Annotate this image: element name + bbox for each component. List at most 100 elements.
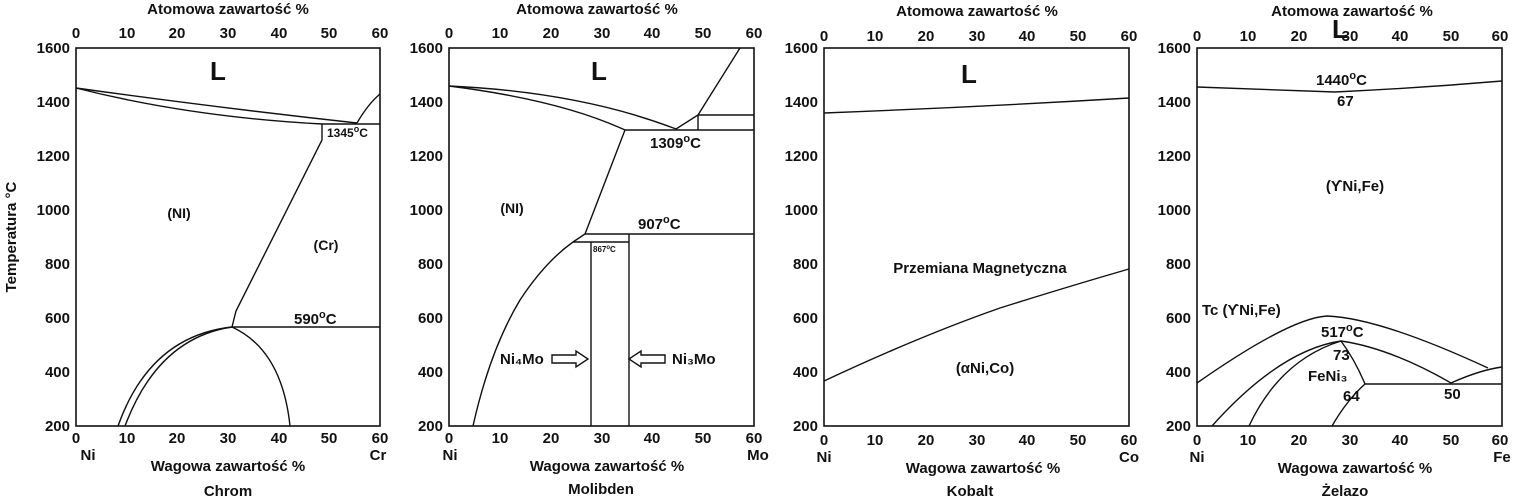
left-tick-label: 1400 bbox=[37, 94, 70, 111]
top-tick-label: 40 bbox=[1392, 28, 1409, 45]
left-tick-label: 800 bbox=[45, 256, 70, 273]
top-tick-label: 10 bbox=[1240, 28, 1257, 45]
bottom-tick-label: 10 bbox=[492, 430, 509, 447]
bottom-axis-title: Wagowa zawartość % bbox=[906, 460, 1060, 477]
composition-label: 64 bbox=[1343, 388, 1360, 405]
bottom-tick-label: 40 bbox=[1019, 432, 1036, 449]
top-axis-title: Atomowa zawartość % bbox=[896, 3, 1058, 20]
liquidus-line bbox=[75, 87, 358, 124]
left-tick-label: 1200 bbox=[1158, 148, 1191, 165]
bottom-tick-label: 20 bbox=[169, 430, 186, 447]
phase-label: FeNi₃ bbox=[1308, 368, 1348, 385]
panel-frame bbox=[75, 47, 381, 427]
bottom-tick-label: 30 bbox=[594, 430, 611, 447]
liquidus-line bbox=[823, 97, 1130, 114]
top-tick-label: 10 bbox=[119, 25, 136, 42]
y-axis-title: Temperatura °C bbox=[3, 181, 20, 292]
right-element-label: Fe bbox=[1493, 449, 1511, 466]
left-tick-label: 1200 bbox=[785, 148, 818, 165]
panel-frame bbox=[448, 47, 755, 427]
top-ticks: 0 10 20 30 40 50 60 bbox=[1193, 28, 1509, 45]
left-tick-label: 400 bbox=[45, 364, 70, 381]
temperature-label: 907oC bbox=[638, 214, 681, 233]
fenix-lower-boundary bbox=[1331, 383, 1366, 427]
left-ticks: 1600 1400 1200 1000 800 600 400 200 bbox=[410, 40, 443, 435]
top-tick-label: 20 bbox=[918, 28, 935, 45]
bottom-axis-title: Wagowa zawartość % bbox=[151, 458, 305, 475]
bottom-tick-label: 20 bbox=[1291, 432, 1308, 449]
bottom-tick-label: 40 bbox=[271, 430, 288, 447]
temperature-label: 1440oC bbox=[1316, 70, 1367, 89]
bottom-tick-label: 40 bbox=[1392, 432, 1409, 449]
top-ticks: 0 10 20 30 40 50 60 bbox=[820, 28, 1138, 45]
panel-frame bbox=[1196, 47, 1503, 427]
left-tick-label: 800 bbox=[418, 256, 443, 273]
top-tick-label: 30 bbox=[969, 28, 986, 45]
panel-ni-co: Atomowa zawartość % Wagowa zawartość % K… bbox=[785, 3, 1139, 500]
top-tick-label: 20 bbox=[1291, 28, 1308, 45]
alloy-name: Kobalt bbox=[947, 483, 994, 500]
fenix-outer-boundary bbox=[1211, 340, 1503, 427]
phase-label: Ni₃Mo bbox=[672, 351, 716, 368]
liquid-label: L bbox=[961, 59, 977, 89]
ni4mo-boundary-line bbox=[472, 241, 574, 427]
temperature-label: 517oC bbox=[1321, 322, 1364, 341]
cr-liquidus-line bbox=[356, 93, 381, 124]
top-ticks: 0 10 20 30 40 50 60 bbox=[72, 25, 389, 42]
bottom-ticks: 0 10 20 30 40 50 60 bbox=[72, 430, 389, 447]
magnetic-transition-line bbox=[823, 268, 1130, 382]
temperature-label: 590oC bbox=[294, 309, 337, 328]
fenix-inner-boundary bbox=[1248, 340, 1366, 427]
top-tick-label: 60 bbox=[1492, 28, 1509, 45]
left-tick-label: 800 bbox=[1166, 256, 1191, 273]
top-tick-label: 60 bbox=[746, 25, 763, 42]
top-tick-label: 60 bbox=[1121, 28, 1138, 45]
left-tick-label: 1000 bbox=[37, 202, 70, 219]
left-element-label: Ni bbox=[817, 449, 832, 466]
liquidus-line bbox=[1196, 80, 1503, 93]
bottom-tick-label: 60 bbox=[372, 430, 389, 447]
left-element-label: Ni bbox=[443, 447, 458, 464]
left-tick-label: 1400 bbox=[410, 94, 443, 111]
left-ticks: 1600 1400 1200 1000 800 600 400 200 bbox=[1158, 40, 1191, 435]
left-tick-label: 600 bbox=[418, 310, 443, 327]
left-tick-label: 1600 bbox=[785, 40, 818, 57]
top-tick-label: 50 bbox=[1443, 28, 1460, 45]
top-axis-title: Atomowa zawartość % bbox=[1271, 3, 1433, 20]
temperature-label: 867oC bbox=[593, 245, 616, 254]
alloy-name: Żelazo bbox=[1322, 483, 1369, 500]
left-tick-label: 1400 bbox=[785, 94, 818, 111]
phase-label: (NI) bbox=[500, 200, 523, 216]
bottom-tick-label: 50 bbox=[321, 430, 338, 447]
bottom-tick-label: 60 bbox=[1121, 432, 1138, 449]
ordering-boundary-inner bbox=[124, 326, 233, 427]
phase-label: (ϒNi,Fe) bbox=[1326, 178, 1384, 195]
panel-ni-cr: Atomowa zawartość % Wagowa zawartość % C… bbox=[37, 1, 389, 500]
left-tick-label: 1000 bbox=[1158, 202, 1191, 219]
top-tick-label: 10 bbox=[867, 28, 884, 45]
left-tick-label: 800 bbox=[793, 256, 818, 273]
top-tick-label: 20 bbox=[169, 25, 186, 42]
top-tick-label: 0 bbox=[72, 25, 80, 42]
left-ticks: 1600 1400 1200 1000 800 600 400 200 bbox=[785, 40, 818, 435]
panel-frame bbox=[823, 47, 1130, 427]
top-tick-label: 20 bbox=[543, 25, 560, 42]
top-tick-label: 30 bbox=[1342, 28, 1359, 45]
mo-liquidus-line bbox=[675, 47, 741, 130]
left-tick-label: 1600 bbox=[1158, 40, 1191, 57]
top-tick-label: 0 bbox=[820, 28, 828, 45]
left-element-label: Ni bbox=[1190, 449, 1205, 466]
composition-label: 50 bbox=[1444, 386, 1461, 403]
panel-ni-mo: Atomowa zawartość % Wagowa zawartość % M… bbox=[410, 1, 769, 498]
phase-label: (Cr) bbox=[314, 237, 339, 253]
liquid-label: L bbox=[210, 56, 226, 86]
bottom-ticks: 0 10 20 30 40 50 60 bbox=[1193, 432, 1509, 449]
left-tick-label: 1200 bbox=[410, 148, 443, 165]
left-tick-label: 1600 bbox=[37, 40, 70, 57]
top-tick-label: 50 bbox=[1070, 28, 1087, 45]
solidus-line bbox=[75, 87, 323, 125]
solidus-line bbox=[448, 85, 626, 131]
bottom-tick-label: 30 bbox=[220, 430, 237, 447]
left-tick-label: 1000 bbox=[410, 202, 443, 219]
left-tick-label: 600 bbox=[793, 310, 818, 327]
